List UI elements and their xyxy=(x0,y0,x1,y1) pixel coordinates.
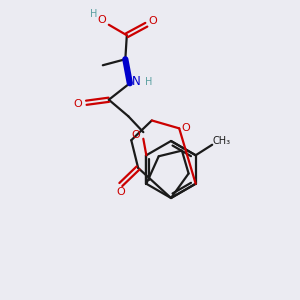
Text: CH₃: CH₃ xyxy=(212,136,230,146)
Text: O: O xyxy=(131,130,140,140)
Text: H: H xyxy=(89,9,97,19)
Text: O: O xyxy=(74,99,82,109)
Text: O: O xyxy=(116,187,125,197)
Text: O: O xyxy=(148,16,157,26)
Text: O: O xyxy=(98,15,106,25)
Text: N: N xyxy=(131,75,140,88)
Text: O: O xyxy=(182,123,190,134)
Text: H: H xyxy=(145,77,152,87)
